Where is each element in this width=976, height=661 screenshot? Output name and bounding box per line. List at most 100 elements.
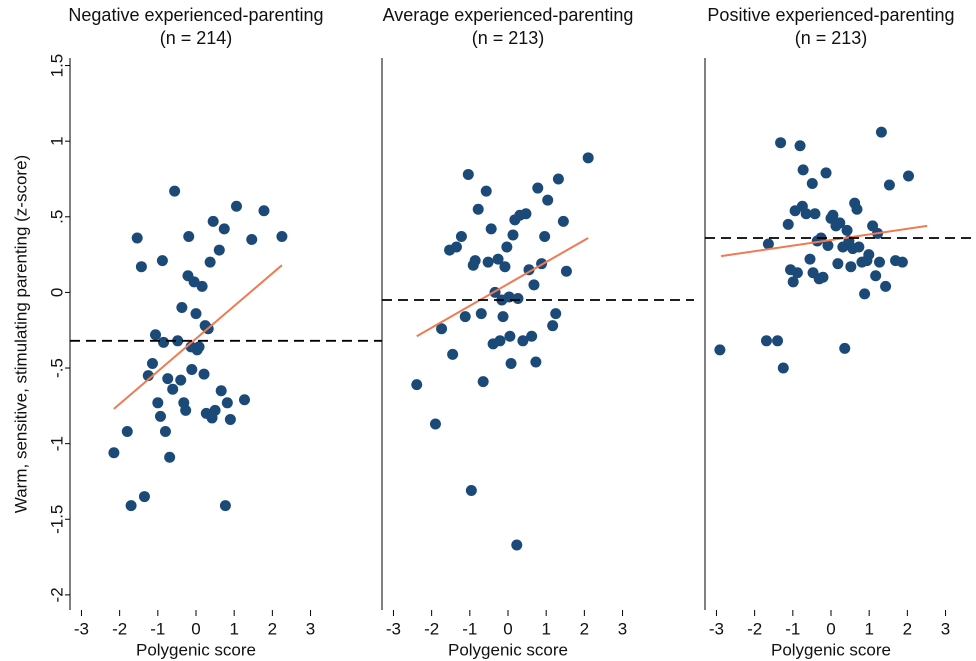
point xyxy=(465,485,477,497)
point xyxy=(164,451,176,463)
point xyxy=(150,329,162,341)
point xyxy=(883,179,895,191)
point xyxy=(135,261,147,273)
point xyxy=(209,404,221,416)
y-tick-label: 0 xyxy=(47,288,66,297)
point xyxy=(162,373,174,385)
point xyxy=(532,182,544,194)
point xyxy=(528,279,540,291)
point xyxy=(455,230,467,242)
point xyxy=(246,233,258,245)
point xyxy=(447,348,459,360)
point xyxy=(560,265,572,277)
x-axis-label: Polygenic score xyxy=(448,640,568,659)
point xyxy=(186,364,198,376)
point xyxy=(530,356,542,368)
y-tick-label: .5 xyxy=(47,210,66,224)
point xyxy=(152,397,164,409)
point xyxy=(760,335,772,347)
panel-subtitle: (n = 214) xyxy=(160,28,233,48)
point xyxy=(472,203,484,215)
point xyxy=(188,276,200,288)
x-tick-label: -1 xyxy=(462,619,477,638)
point xyxy=(494,335,506,347)
fit-line xyxy=(113,264,283,410)
point xyxy=(167,383,179,395)
x-tick-label: 0 xyxy=(191,619,200,638)
x-axis-label: Polygenic score xyxy=(771,640,891,659)
point xyxy=(485,223,497,235)
point xyxy=(276,230,288,242)
point xyxy=(224,413,236,425)
point xyxy=(787,276,799,288)
y-tick-label: -1 xyxy=(47,436,66,451)
x-tick-label: -3 xyxy=(74,619,89,638)
point xyxy=(469,255,481,267)
point xyxy=(436,323,448,335)
point xyxy=(875,126,887,138)
panel-title: Average experienced-parenting xyxy=(383,5,634,25)
point xyxy=(517,335,529,347)
point xyxy=(125,500,137,512)
panel-title: Negative experienced-parenting xyxy=(68,5,323,25)
x-tick-label: 0 xyxy=(503,619,512,638)
x-tick-label: 2 xyxy=(268,619,277,638)
x-tick-label: -1 xyxy=(150,619,165,638)
point xyxy=(832,258,844,270)
point xyxy=(542,194,554,206)
point xyxy=(138,491,150,503)
x-tick-label: 1 xyxy=(229,619,238,638)
fit-line xyxy=(416,237,589,338)
point xyxy=(557,215,569,227)
point xyxy=(180,404,192,416)
point xyxy=(870,270,882,282)
point xyxy=(507,229,519,241)
point xyxy=(183,230,195,242)
point xyxy=(806,178,818,190)
point xyxy=(820,167,832,179)
point xyxy=(131,232,143,244)
point xyxy=(482,256,494,268)
y-tick-label: -1.5 xyxy=(47,505,66,534)
point xyxy=(156,255,168,267)
point xyxy=(459,311,471,323)
point xyxy=(172,335,184,347)
point xyxy=(154,410,166,422)
fit-line xyxy=(720,224,928,258)
x-tick-label: 1 xyxy=(864,619,873,638)
point xyxy=(822,240,834,252)
panel-title: Positive experienced-parenting xyxy=(707,5,954,25)
point xyxy=(176,302,188,314)
point xyxy=(762,238,774,250)
point xyxy=(450,241,462,253)
point xyxy=(159,426,171,438)
point xyxy=(238,394,250,406)
point xyxy=(526,330,538,342)
point xyxy=(213,244,225,256)
point xyxy=(258,205,270,217)
point xyxy=(582,152,594,164)
point xyxy=(772,335,784,347)
point xyxy=(221,397,233,409)
point xyxy=(158,336,170,348)
point xyxy=(827,209,839,221)
x-tick-label: -2 xyxy=(424,619,439,638)
point xyxy=(845,261,857,273)
point xyxy=(782,218,794,230)
point xyxy=(477,376,489,388)
point xyxy=(903,170,915,182)
point xyxy=(190,308,202,320)
point xyxy=(797,164,809,176)
point xyxy=(539,230,551,242)
point xyxy=(169,185,181,197)
point xyxy=(794,140,806,152)
point xyxy=(859,288,871,300)
point xyxy=(841,224,853,236)
point xyxy=(475,308,487,320)
point xyxy=(429,418,441,430)
x-tick-label: -2 xyxy=(747,619,762,638)
y-tick-label: -.5 xyxy=(47,358,66,378)
x-tick-label: 3 xyxy=(941,619,950,638)
point xyxy=(863,249,875,261)
